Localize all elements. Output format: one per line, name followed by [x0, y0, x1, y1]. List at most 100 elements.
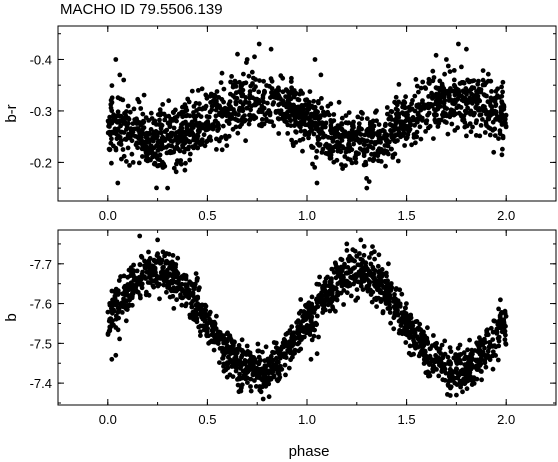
- data-point: [313, 115, 319, 121]
- data-point: [342, 154, 348, 159]
- data-point: [490, 366, 496, 372]
- data-point: [270, 349, 275, 355]
- data-point: [413, 343, 419, 348]
- data-point: [382, 133, 387, 138]
- data-point: [147, 256, 153, 261]
- data-point: [219, 345, 225, 351]
- data-point: [268, 95, 273, 100]
- data-point: [340, 279, 346, 284]
- data-point: [488, 78, 494, 84]
- data-point: [282, 352, 287, 358]
- data-point: [253, 84, 258, 90]
- data-point: [431, 358, 437, 363]
- data-point: [132, 275, 138, 281]
- data-point: [141, 118, 146, 124]
- data-point: [322, 307, 328, 313]
- data-point: [214, 147, 219, 152]
- data-point: [425, 325, 430, 331]
- data-point: [179, 281, 185, 287]
- data-point: [205, 126, 211, 132]
- data-point: [399, 331, 405, 337]
- data-point: [423, 353, 429, 359]
- data-point: [367, 255, 372, 260]
- data-point: [442, 71, 447, 77]
- data-point: [476, 97, 481, 103]
- y-tick-label: -7.7: [30, 257, 52, 272]
- data-point: [136, 136, 142, 142]
- data-point: [276, 102, 281, 108]
- data-point: [184, 284, 189, 289]
- data-point: [448, 349, 454, 354]
- data-point: [211, 92, 217, 98]
- data-point: [489, 104, 495, 110]
- data-point: [493, 101, 499, 107]
- data-point: [492, 318, 498, 324]
- data-point: [139, 285, 145, 291]
- data-point: [318, 72, 324, 78]
- data-point: [430, 68, 436, 74]
- data-point: [302, 122, 308, 128]
- x-tick-label: 1.0: [298, 412, 316, 427]
- data-point: [138, 106, 144, 111]
- data-point: [364, 185, 370, 191]
- data-point: [330, 306, 336, 312]
- data-point: [183, 273, 189, 278]
- data-point: [381, 150, 387, 156]
- data-point: [117, 336, 122, 342]
- data-point: [256, 348, 262, 354]
- data-point: [174, 286, 180, 292]
- data-point: [398, 123, 404, 128]
- data-point: [227, 372, 233, 378]
- data-point: [201, 132, 207, 138]
- data-point: [310, 161, 315, 167]
- data-point: [222, 336, 228, 342]
- data-point: [454, 87, 460, 93]
- data-point: [485, 348, 491, 354]
- data-point: [217, 360, 222, 365]
- data-point: [269, 119, 275, 125]
- data-point: [393, 287, 399, 292]
- data-point: [463, 354, 468, 360]
- data-point: [413, 140, 418, 146]
- data-point: [418, 85, 424, 91]
- data-point: [368, 139, 374, 145]
- data-point: [263, 344, 269, 350]
- data-point: [447, 369, 453, 375]
- data-point: [153, 277, 159, 283]
- data-point: [109, 136, 114, 142]
- data-point: [130, 289, 136, 295]
- data-point: [203, 303, 209, 309]
- data-point: [498, 297, 503, 303]
- data-point: [260, 396, 266, 402]
- data-point: [256, 41, 262, 47]
- data-point: [193, 302, 199, 308]
- data-point: [116, 315, 121, 321]
- data-point: [314, 148, 320, 154]
- data-point: [484, 123, 489, 129]
- data-point: [378, 288, 383, 293]
- x-tick-label: 0.0: [99, 412, 117, 427]
- data-point: [199, 139, 205, 145]
- data-point: [325, 145, 331, 150]
- data-point: [371, 157, 377, 162]
- data-point: [296, 348, 302, 354]
- data-point: [137, 120, 143, 125]
- data-point: [235, 130, 241, 136]
- data-point: [237, 371, 243, 377]
- data-point: [339, 132, 345, 138]
- data-point: [246, 100, 252, 106]
- data-point: [131, 106, 137, 112]
- y-axis-label: b: [3, 313, 20, 321]
- data-point: [436, 373, 442, 379]
- data-point: [161, 161, 167, 167]
- data-point: [115, 327, 121, 333]
- data-point: [127, 163, 132, 168]
- data-point: [451, 112, 457, 118]
- data-point: [433, 85, 439, 91]
- data-point: [382, 123, 388, 129]
- data-point: [299, 103, 305, 108]
- data-point: [218, 80, 224, 85]
- data-point: [490, 337, 496, 342]
- data-point: [467, 121, 473, 126]
- data-point: [460, 389, 465, 395]
